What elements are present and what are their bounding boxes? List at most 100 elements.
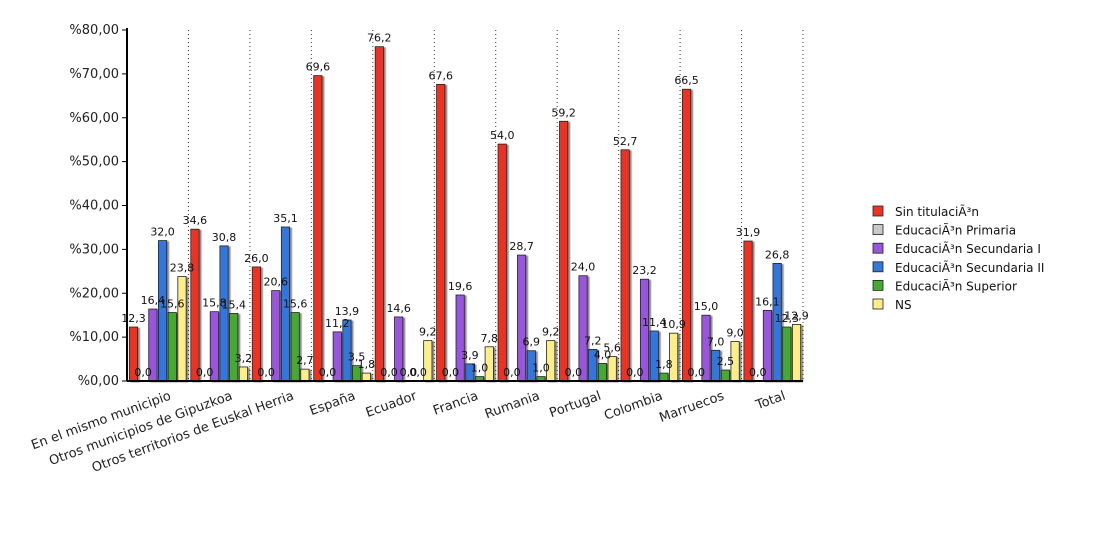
data-label: 11,2 bbox=[325, 317, 350, 330]
bar bbox=[251, 266, 261, 382]
data-label: 54,0 bbox=[490, 129, 515, 142]
data-label: 4,0 bbox=[594, 348, 612, 361]
bar bbox=[669, 332, 679, 382]
data-label: 15,4 bbox=[221, 298, 246, 311]
data-label: 32,0 bbox=[150, 226, 175, 239]
data-label: 30,8 bbox=[212, 231, 237, 244]
bar bbox=[436, 84, 446, 382]
bar bbox=[361, 372, 371, 382]
y-tick-label: %80,00 bbox=[69, 23, 119, 38]
bar bbox=[620, 149, 630, 382]
legend-label: EducaciÃ³n Primaria bbox=[895, 223, 1016, 238]
x-tick-label: Francia bbox=[431, 389, 480, 419]
data-labels-layer: 12,3 0,0 16,4 32,0 15,6 23,8 34,6 0,0 15,8 30,8 15… bbox=[121, 32, 809, 379]
data-label: 26,8 bbox=[765, 248, 790, 261]
y-tick-label: %30,00 bbox=[69, 242, 119, 257]
legend-swatch bbox=[872, 261, 884, 273]
data-label: 7,8 bbox=[481, 332, 499, 345]
bar bbox=[791, 324, 802, 382]
legend-swatch bbox=[872, 298, 884, 310]
data-label: 0,0 bbox=[196, 366, 214, 379]
bar bbox=[158, 240, 168, 382]
bar bbox=[190, 228, 200, 382]
data-label: 12,3 bbox=[121, 312, 146, 325]
grid-layer bbox=[187, 30, 804, 381]
data-label: 0,0 bbox=[503, 366, 521, 379]
bar bbox=[313, 75, 323, 382]
legend-swatch bbox=[872, 224, 884, 236]
data-label: 0,0 bbox=[134, 366, 152, 379]
data-label: 1,8 bbox=[655, 358, 673, 371]
data-label: 13,9 bbox=[335, 305, 360, 318]
data-label: 15,8 bbox=[202, 297, 227, 310]
data-label: 3,2 bbox=[235, 352, 253, 365]
bar bbox=[659, 372, 669, 382]
bar bbox=[300, 368, 310, 382]
data-label: 0,0 bbox=[442, 366, 460, 379]
data-label: 23,2 bbox=[632, 264, 657, 277]
data-label: 0,0 bbox=[380, 366, 398, 379]
x-tick-label: Rumania bbox=[483, 389, 542, 423]
legend-label: Sin titulaciÃ³n bbox=[895, 204, 979, 219]
bar bbox=[782, 326, 792, 382]
bar bbox=[682, 88, 692, 382]
data-label: 67,6 bbox=[429, 69, 454, 82]
data-label: 2,7 bbox=[296, 354, 314, 367]
data-label: 3,5 bbox=[348, 351, 366, 364]
legend: Sin titulaciÃ³n EducaciÃ³n Primaria Educac… bbox=[872, 204, 1044, 312]
data-label: 0,0 bbox=[257, 366, 275, 379]
bar bbox=[219, 245, 229, 382]
bar bbox=[177, 276, 187, 382]
data-label: 9,0 bbox=[726, 327, 744, 340]
data-label: 23,8 bbox=[170, 262, 195, 275]
data-label: 6,9 bbox=[523, 336, 541, 349]
data-label: 69,6 bbox=[306, 61, 331, 74]
bar bbox=[517, 254, 527, 382]
bar bbox=[649, 330, 659, 382]
bar bbox=[743, 240, 753, 382]
data-label: 52,7 bbox=[613, 135, 638, 148]
data-label: 1,0 bbox=[471, 362, 489, 375]
x-tick-label: Marruecos bbox=[657, 389, 726, 426]
data-label: 0,0 bbox=[319, 366, 337, 379]
data-label: 19,6 bbox=[448, 280, 473, 293]
x-tick-label: Total bbox=[753, 389, 788, 414]
bars-layer bbox=[128, 46, 802, 382]
y-tick-label: %0,00 bbox=[78, 374, 119, 389]
legend-label: EducaciÃ³n Secundaria I bbox=[895, 241, 1041, 256]
data-label: 2,5 bbox=[717, 355, 735, 368]
data-label: 15,6 bbox=[160, 298, 185, 311]
bar bbox=[290, 312, 300, 382]
data-label: 3,9 bbox=[461, 349, 479, 362]
legend-label: EducaciÃ³n Superior bbox=[895, 278, 1017, 293]
bar bbox=[497, 143, 507, 382]
y-tick-label: %50,00 bbox=[69, 155, 119, 170]
data-label: 5,6 bbox=[603, 341, 621, 354]
data-label: 1,8 bbox=[358, 358, 376, 371]
bar bbox=[167, 312, 177, 382]
data-label: 0,0 bbox=[565, 366, 583, 379]
data-label: 0,0 bbox=[626, 366, 644, 379]
data-label: 35,1 bbox=[273, 212, 298, 225]
data-label: 10,9 bbox=[661, 318, 686, 331]
data-label: 1,0 bbox=[532, 362, 550, 375]
legend-label: NS bbox=[895, 298, 912, 312]
data-label: 15,0 bbox=[694, 300, 719, 313]
data-label: 15,6 bbox=[283, 298, 308, 311]
data-label: 7,0 bbox=[707, 335, 725, 348]
data-label: 66,5 bbox=[674, 74, 699, 87]
bar bbox=[374, 46, 384, 382]
data-label: 0,0 bbox=[400, 366, 418, 379]
legend-label: EducaciÃ³n Secundaria II bbox=[895, 260, 1044, 275]
legend-swatch bbox=[872, 205, 884, 217]
data-label: 34,6 bbox=[183, 214, 208, 227]
data-label: 0,0 bbox=[749, 366, 767, 379]
x-tick-label: Ecuador bbox=[364, 388, 420, 420]
data-label: 16,4 bbox=[141, 294, 166, 307]
legend-swatch bbox=[872, 279, 884, 291]
data-label: 12,3 bbox=[775, 312, 800, 325]
y-tick-label: %20,00 bbox=[69, 286, 119, 301]
data-label: 16,1 bbox=[755, 295, 780, 308]
data-label: 20,6 bbox=[264, 276, 289, 289]
